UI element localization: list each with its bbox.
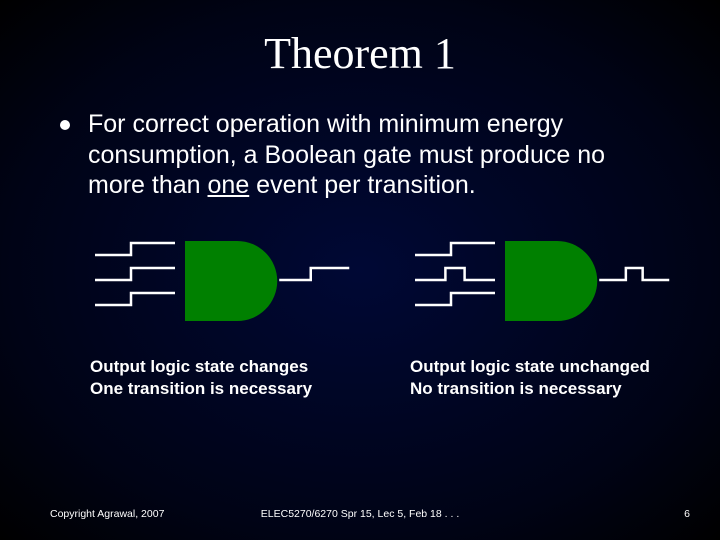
- caption-left-l2: One transition is necessary: [90, 378, 360, 400]
- gate-block-left: Output logic state changes One transitio…: [90, 233, 360, 400]
- and-gate-diagram-right: [410, 233, 680, 333]
- slide-title: Theorem 1: [50, 28, 670, 79]
- footer-copyright: Copyright Agrawal, 2007: [50, 508, 164, 520]
- and-gate-diagram-left: [90, 233, 360, 333]
- body-text: For correct operation with minimum energ…: [88, 109, 660, 201]
- footer-center: ELEC5270/6270 Spr 15, Lec 5, Feb 18 . . …: [261, 508, 459, 520]
- slide: Theorem 1 For correct operation with min…: [0, 0, 720, 540]
- footer: Copyright Agrawal, 2007 ELEC5270/6270 Sp…: [0, 508, 720, 520]
- caption-left-l1: Output logic state changes: [90, 356, 360, 378]
- caption-right: Output logic state unchanged No transiti…: [410, 356, 680, 400]
- gate-block-right: Output logic state unchanged No transiti…: [410, 233, 680, 400]
- body-post: event per transition.: [249, 171, 476, 199]
- caption-right-l2: No transition is necessary: [410, 378, 680, 400]
- caption-right-l1: Output logic state unchanged: [410, 356, 680, 378]
- footer-page-number: 6: [684, 508, 690, 520]
- diagram-area: Output logic state changes One transitio…: [50, 233, 670, 400]
- body-emph: one: [208, 171, 250, 199]
- bullet-row: For correct operation with minimum energ…: [50, 109, 670, 201]
- bullet-icon: [60, 120, 70, 130]
- caption-left: Output logic state changes One transitio…: [90, 356, 360, 400]
